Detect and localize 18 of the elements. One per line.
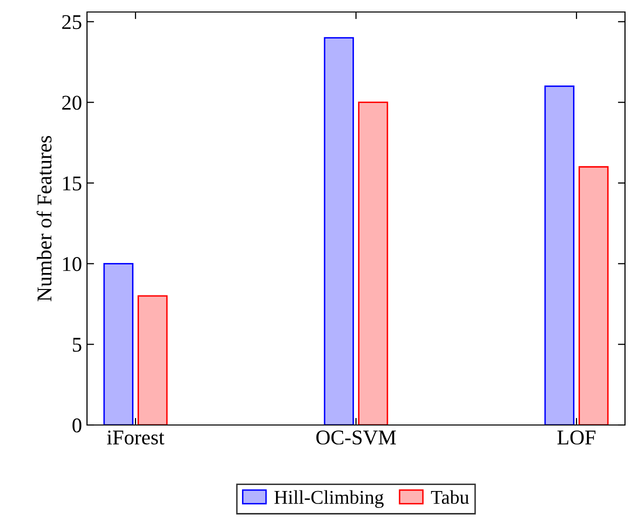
x-tick-label: OC-SVM [316, 430, 396, 445]
legend-label: Hill-Climbing [274, 490, 384, 508]
bar [578, 166, 609, 425]
bar [358, 102, 388, 425]
y-tick-label: 20 [62, 96, 82, 110]
y-tick-label: 5 [72, 338, 82, 352]
y-tick-label: 10 [63, 257, 82, 272]
bar [544, 86, 574, 425]
y-tick-label: 15 [63, 176, 82, 190]
y-tick-label: 25 [62, 15, 82, 30]
legend-label: Tabu [431, 490, 469, 504]
x-tick-label: LOF [557, 430, 596, 445]
x-tick-label: iForest [107, 430, 164, 445]
y-tick-label: 0 [72, 418, 82, 432]
bar [324, 37, 354, 425]
y-axis-title: Number of Features [36, 136, 52, 302]
bar [138, 295, 168, 425]
bar [103, 262, 134, 425]
